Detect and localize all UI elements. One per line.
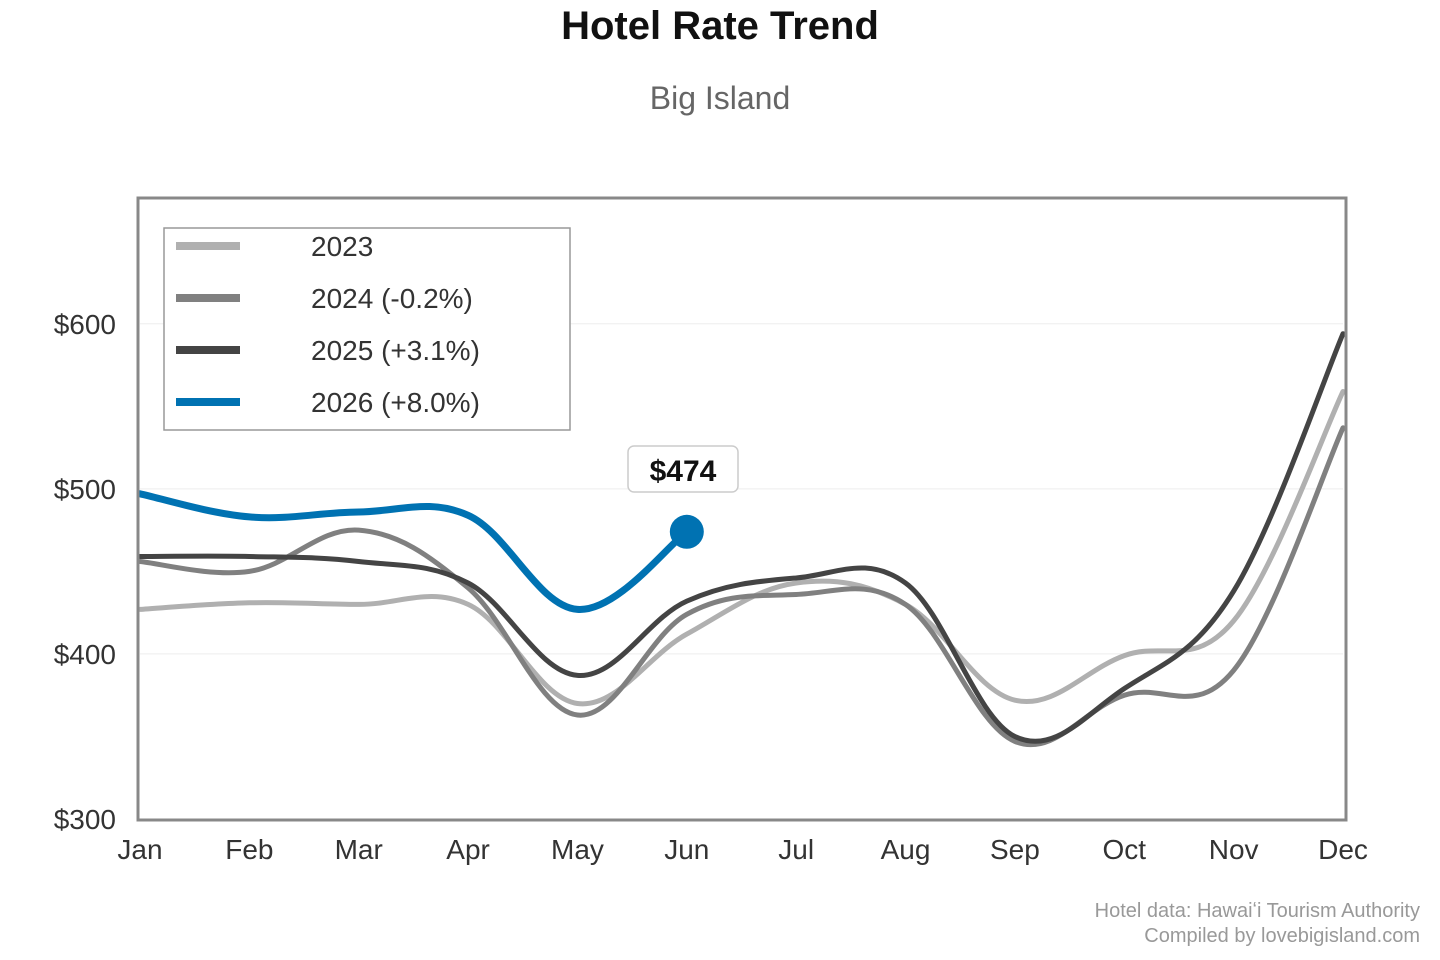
x-tick-label: May — [551, 834, 604, 865]
x-tick-label: Aug — [881, 834, 931, 865]
annotation-marker — [669, 514, 704, 549]
compiled-credit: Compiled by lovebigisland.com — [1144, 925, 1420, 947]
x-tick-label: Nov — [1209, 834, 1259, 865]
chart-subtitle: Big Island — [649, 80, 791, 116]
series-2026-line — [136, 490, 691, 613]
series-2025-line — [137, 331, 1346, 744]
series-2023-line — [137, 389, 1346, 707]
y-axis-ticks: $300 $400 $500 $600 — [54, 309, 116, 835]
x-tick-label: Apr — [446, 834, 490, 865]
y-tick-label: $600 — [54, 309, 116, 340]
legend: 2023 2024 (-0.2%) 2025 (+3.1%) 2026 (+8.0%) — [163, 227, 571, 431]
legend-label-2026: 2026 (+8.0%) — [311, 387, 480, 418]
x-tick-label: Sep — [990, 834, 1040, 865]
series-lines — [136, 331, 1346, 748]
y-tick-label: $500 — [54, 474, 116, 505]
legend-box — [163, 227, 571, 431]
chart-title: Hotel Rate Trend — [561, 4, 879, 48]
y-tick-label: $400 — [54, 639, 116, 670]
x-axis-ticks: Jan Feb Mar Apr May Jun Jul Aug Sep Oct Nov Dec — [117, 834, 1367, 865]
legend-label-2023: 2023 — [311, 231, 373, 262]
plot-frame — [136, 196, 1348, 822]
annotation-callout-box — [627, 445, 739, 493]
x-tick-label: Dec — [1318, 834, 1368, 865]
x-tick-label: Feb — [225, 834, 273, 865]
legend-label-2024: 2024 (-0.2%) — [311, 283, 473, 314]
x-tick-label: Jul — [778, 834, 814, 865]
series-2024-line — [137, 425, 1346, 748]
legend-label-2025: 2025 (+3.1%) — [311, 335, 480, 366]
x-tick-label: Jun — [664, 834, 709, 865]
x-tick-label: Oct — [1102, 834, 1146, 865]
annotation-label: $474 — [650, 455, 717, 488]
y-tick-label: $300 — [54, 804, 116, 835]
x-tick-label: Mar — [335, 834, 383, 865]
source-credit: Hotel data: Hawaiʻi Tourism Authority — [1094, 900, 1420, 922]
x-tick-label: Jan — [117, 834, 162, 865]
annotation: $474 — [627, 445, 739, 549]
